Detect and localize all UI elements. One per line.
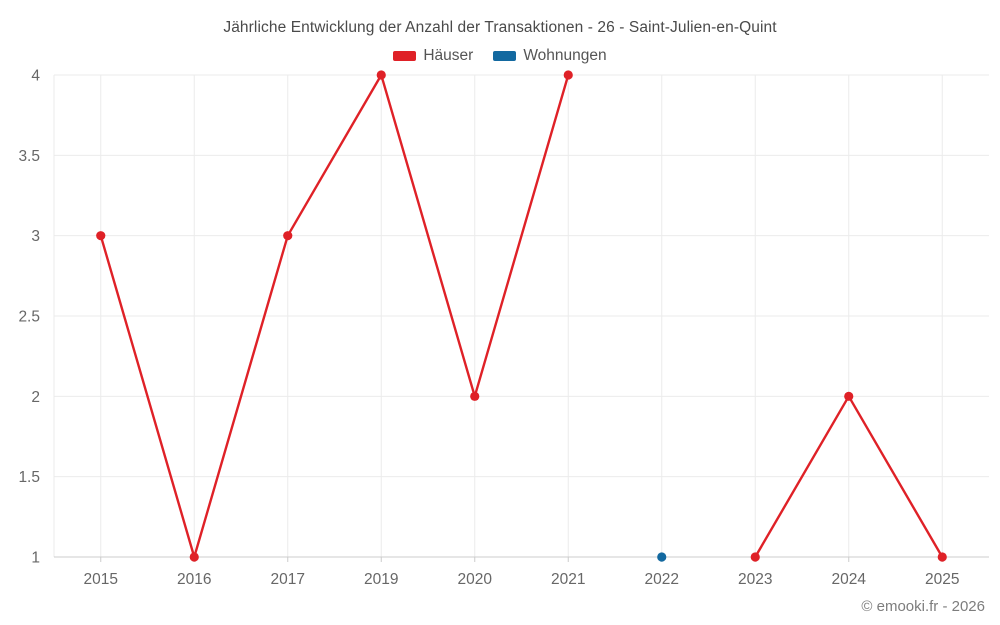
x-axis-tick-label: 2022: [645, 571, 679, 588]
series-line-häuser: [99, 73, 570, 559]
chart-legend: Häuser Wohnungen: [0, 47, 1000, 65]
copyright-watermark: © emooki.fr - 2026: [861, 598, 985, 615]
x-axis-tick-label: 2015: [84, 571, 118, 588]
data-point-häuser-2016[interactable]: [189, 552, 199, 562]
y-axis-tick-label: 2: [31, 389, 40, 406]
data-point-wohnungen-2022[interactable]: [657, 552, 667, 562]
data-point-häuser-2019[interactable]: [376, 70, 386, 80]
x-axis-tick-label: 2025: [925, 571, 959, 588]
data-point-häuser-2017[interactable]: [283, 231, 293, 241]
y-axis-tick-label: 4: [31, 68, 40, 85]
legend-label-haeuser: Häuser: [423, 47, 474, 64]
x-axis-tick-label: 2017: [271, 571, 305, 588]
chart-title: Jährliche Entwicklung der Anzahl der Tra…: [223, 19, 777, 36]
data-point-häuser-2025[interactable]: [937, 552, 947, 562]
data-point-häuser-2015[interactable]: [96, 231, 106, 241]
data-point-häuser-2020[interactable]: [470, 391, 480, 401]
data-point-häuser-2021[interactable]: [563, 70, 573, 80]
legend-label-wohnungen: Wohnungen: [523, 47, 607, 64]
x-axis-tick-label: 2019: [364, 571, 398, 588]
legend-item-haeuser[interactable]: Häuser: [393, 47, 473, 65]
data-point-häuser-2024[interactable]: [844, 391, 854, 401]
y-axis-tick-label: 3.5: [18, 148, 40, 165]
y-axis-tick-label: 1: [31, 550, 40, 567]
x-axis-tick-label: 2016: [177, 571, 211, 588]
haeuser-series-swatch-icon: [393, 51, 417, 61]
x-axis-tick-label: 2020: [458, 571, 493, 588]
x-axis-tick-label: 2024: [832, 571, 867, 588]
x-axis-tick-label: 2023: [738, 571, 772, 588]
legend-item-wohnungen[interactable]: Wohnungen: [493, 47, 607, 65]
y-axis-tick-label: 2.5: [18, 309, 40, 326]
wohnungen-series-swatch-icon: [493, 51, 517, 61]
y-axis-tick-label: 3: [31, 228, 40, 245]
data-point-häuser-2023[interactable]: [750, 552, 760, 562]
y-axis-tick-label: 1.5: [18, 469, 40, 486]
x-axis-tick-label: 2021: [551, 571, 585, 588]
